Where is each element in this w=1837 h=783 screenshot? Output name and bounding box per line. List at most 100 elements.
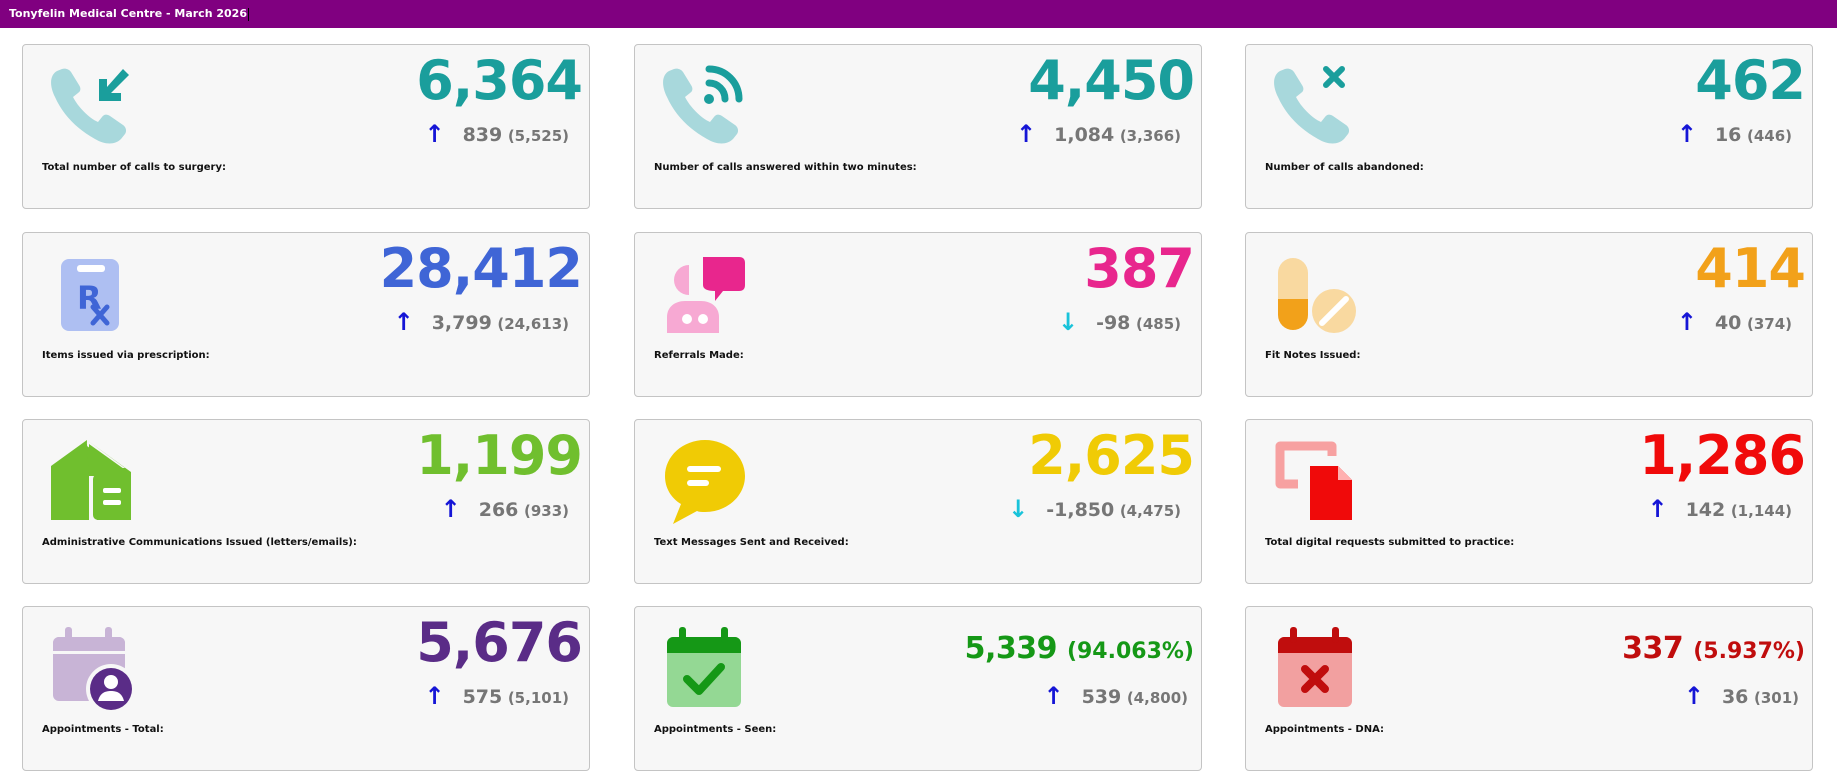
- change-value: 142: [1685, 499, 1726, 521]
- card-appointments-seen: 5,339 (94.063%) ↑ 539 (4,800) Appointment…: [634, 606, 1202, 771]
- previous-value: (485): [1135, 315, 1181, 333]
- card-fit-notes: 414 ↑ 40 (374) Fit Notes Issued:: [1245, 232, 1813, 397]
- calendar-user-icon: [47, 623, 137, 713]
- arrow-up-icon: ↑: [440, 495, 461, 523]
- metric-delta: ↑ 142 (1,144): [1647, 494, 1792, 524]
- metric-delta: ↓ -98 (485): [1058, 307, 1181, 337]
- metric-delta: ↓ -1,850 (4,475): [1008, 494, 1181, 524]
- change-value: 575: [462, 686, 503, 708]
- metric-label: Appointments - DNA:: [1265, 724, 1385, 735]
- missed-call-icon: [1270, 61, 1360, 151]
- arrow-up-icon: ↑: [1016, 120, 1037, 148]
- metric-label: Number of calls abandoned:: [1265, 162, 1424, 173]
- card-prescriptions: R 28,412 ↑ 3,799 (24,613) Items issued vi…: [22, 232, 590, 397]
- card-referrals: 387 ↓ -98 (485) Referrals Made:: [634, 232, 1202, 397]
- metric-value: 5,339 (94.063%): [965, 629, 1194, 672]
- metric-value: 1,286: [1639, 424, 1806, 487]
- metric-value: 462: [1695, 49, 1806, 112]
- previous-value: (374): [1746, 315, 1792, 333]
- metric-value: 28,412: [379, 237, 583, 300]
- page-title[interactable]: Tonyfelin Medical Centre - March 2026: [9, 7, 247, 20]
- previous-value: (4,800): [1126, 689, 1188, 707]
- arrow-up-icon: ↑: [1043, 682, 1064, 710]
- text-cursor: [247, 7, 249, 21]
- change-value: 40: [1714, 312, 1742, 334]
- change-value: 539: [1081, 686, 1122, 708]
- metric-label: Total number of calls to surgery:: [42, 162, 227, 173]
- card-admin-comms: 1,199 ↑ 266 (933) Administrative Communic…: [22, 419, 590, 584]
- change-value: -1,850: [1046, 499, 1115, 521]
- arrow-up-icon: ↑: [1676, 308, 1697, 336]
- value-number: 5,676: [416, 611, 583, 674]
- card-digital-requests: 1,286 ↑ 142 (1,144) Total digital request…: [1245, 419, 1813, 584]
- arrow-down-icon: ↓: [1008, 495, 1029, 523]
- metric-delta: ↑ 3,799 (24,613): [394, 307, 569, 337]
- metric-value: 1,199: [416, 424, 583, 487]
- arrow-up-icon: ↑: [424, 120, 445, 148]
- change-value: 3,799: [431, 312, 492, 334]
- metric-label: Number of calls answered within two minu…: [654, 162, 917, 173]
- calendar-check-icon: [659, 623, 749, 713]
- metric-label: Referrals Made:: [654, 350, 744, 361]
- change-value: 16: [1714, 124, 1742, 146]
- metric-value: 6,364: [416, 49, 583, 112]
- metric-label: Items issued via prescription:: [42, 350, 210, 361]
- metric-label: Text Messages Sent and Received:: [654, 537, 849, 548]
- value-percent: (5.937%): [1693, 639, 1805, 664]
- card-text-messages: 2,625 ↓ -1,850 (4,475) Text Messages Sent…: [634, 419, 1202, 584]
- arrow-up-icon: ↑: [393, 308, 414, 336]
- previous-value: (4,475): [1119, 502, 1181, 520]
- previous-value: (933): [523, 502, 569, 520]
- previous-value: (5,525): [507, 127, 569, 145]
- previous-value: (446): [1746, 127, 1792, 145]
- previous-value: (3,366): [1119, 127, 1181, 145]
- previous-value: (5,101): [507, 689, 569, 707]
- change-value: 839: [462, 124, 503, 146]
- metric-delta: ↑ 839 (5,525): [424, 119, 569, 149]
- metric-delta: ↑ 1,084 (3,366): [1016, 119, 1181, 149]
- change-value: -98: [1096, 312, 1131, 334]
- previous-value: (24,613): [497, 315, 569, 333]
- incoming-call-icon: [47, 61, 137, 151]
- change-value: 36: [1721, 686, 1749, 708]
- call-signal-icon: [659, 61, 749, 151]
- document-transfer-icon: [1270, 436, 1360, 526]
- metric-delta: ↑ 36 (301): [1684, 681, 1799, 711]
- metric-value: 337 (5.937%): [1622, 629, 1805, 672]
- card-total-calls: 6,364 ↑ 839 (5,525) Total number of calls…: [22, 44, 590, 209]
- metric-delta: ↑ 266 (933): [441, 494, 569, 524]
- card-calls-answered: 4,450 ↑ 1,084 (3,366) Number of calls ans…: [634, 44, 1202, 209]
- arrow-up-icon: ↑: [1676, 120, 1697, 148]
- doctor-consult-icon: [659, 249, 749, 339]
- metric-label: Appointments - Seen:: [654, 724, 777, 735]
- metric-label: Appointments - Total:: [42, 724, 164, 735]
- card-appointments-total: 5,676 ↑ 575 (5,101) Appointments - Total:: [22, 606, 590, 771]
- metric-delta: ↑ 539 (4,800): [1043, 681, 1188, 711]
- metric-value: 414: [1695, 237, 1806, 300]
- arrow-up-icon: ↑: [1647, 495, 1668, 523]
- card-appointments-dna: 337 (5.937%) ↑ 36 (301) Appointments - DN…: [1245, 606, 1813, 771]
- change-value: 1,084: [1054, 124, 1115, 146]
- previous-value: (301): [1753, 689, 1799, 707]
- metric-value: 5,676: [416, 611, 583, 675]
- metric-value: 387: [1084, 237, 1195, 300]
- card-calls-abandoned: 462 ↑ 16 (446) Number of calls abandoned:: [1245, 44, 1813, 209]
- metric-label: Total digital requests submitted to prac…: [1265, 537, 1515, 548]
- metric-value: 4,450: [1028, 49, 1195, 112]
- arrow-down-icon: ↓: [1057, 308, 1079, 336]
- title-bar: Tonyfelin Medical Centre - March 2026: [0, 0, 1837, 28]
- metric-label: Administrative Communications Issued (le…: [42, 537, 357, 548]
- arrow-up-icon: ↑: [424, 682, 445, 710]
- previous-value: (1,144): [1730, 502, 1792, 520]
- chat-bubble-icon: [659, 436, 749, 526]
- home-mail-icon: [47, 436, 137, 526]
- metric-label: Fit Notes Issued:: [1265, 350, 1361, 361]
- metric-delta: ↑ 40 (374): [1677, 307, 1792, 337]
- pills-icon: [1270, 249, 1360, 339]
- value-number: 337: [1622, 631, 1684, 666]
- metric-delta: ↑ 575 (5,101): [424, 681, 569, 711]
- arrow-up-icon: ↑: [1683, 682, 1704, 710]
- value-number: 5,339: [964, 631, 1058, 666]
- prescription-icon: R: [47, 249, 137, 339]
- metric-value: 2,625: [1028, 424, 1195, 487]
